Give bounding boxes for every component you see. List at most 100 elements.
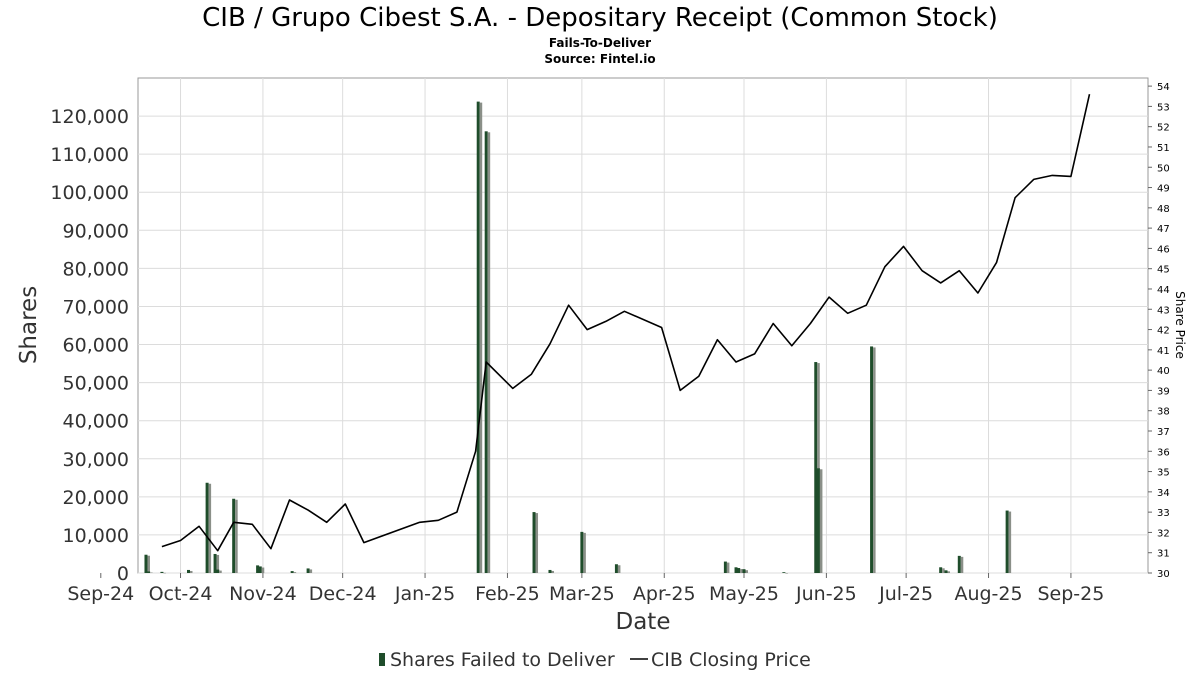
fails-bar-shade <box>785 573 788 574</box>
fails-bar <box>782 572 788 574</box>
fails-bar-shade <box>817 363 820 573</box>
y-tick-label: 110,000 <box>50 144 129 166</box>
fails-bar-front <box>734 567 738 573</box>
fails-bar-shade <box>1008 511 1012 573</box>
fails-bar <box>870 346 876 573</box>
y2-tick-label: 33 <box>1157 508 1170 519</box>
y2-tick-label: 32 <box>1157 528 1170 539</box>
fails-bar-front <box>258 566 262 573</box>
fails-bar <box>737 568 743 573</box>
y2-tick-label: 48 <box>1157 204 1170 215</box>
fails-bar <box>213 553 220 573</box>
fails-bar-front <box>256 565 260 573</box>
fails-bar-front <box>957 555 961 573</box>
fails-bar <box>306 568 313 573</box>
fails-bar-shade <box>745 570 748 573</box>
y-tick-label: 10,000 <box>63 525 129 547</box>
y-axis-label: Shares <box>16 286 42 364</box>
legend-line-label: CIB Closing Price <box>651 649 811 671</box>
fails-bar-front <box>160 571 164 573</box>
x-tick-label: Mar-25 <box>549 583 615 605</box>
line-layer <box>161 94 1091 552</box>
legend-bar-swatch <box>379 653 385 666</box>
fails-bar-shade <box>487 132 491 574</box>
y-tick-label: 0 <box>117 563 129 585</box>
fails-bar-front <box>290 571 294 573</box>
fails-bar-shade <box>235 499 238 573</box>
fails-bar-front <box>216 569 220 573</box>
fails-bar-shade <box>551 570 554 573</box>
y2-tick-label: 37 <box>1157 427 1170 438</box>
y2-tick-label: 45 <box>1157 265 1170 276</box>
fails-bar-shade <box>960 556 964 573</box>
y2-tick-label: 42 <box>1157 326 1170 337</box>
y2-tick-label: 54 <box>1157 82 1170 93</box>
fails-bar-shade <box>873 347 876 573</box>
fails-bar-shade <box>163 572 166 574</box>
fails-bar-shade <box>535 513 539 573</box>
fails-bar-front <box>870 346 874 573</box>
y-tick-label: 30,000 <box>63 449 129 471</box>
x-tick-label: Feb-25 <box>475 583 540 605</box>
fails-bar <box>290 571 297 573</box>
x-tick-label: Sep-24 <box>67 583 134 605</box>
fails-bar <box>144 554 150 573</box>
fails-bar-front <box>532 512 536 573</box>
fails-bar <box>216 569 222 573</box>
y-tick-label: 120,000 <box>50 106 129 128</box>
fails-bar-front <box>742 569 746 573</box>
y-tick-label: 20,000 <box>63 487 129 509</box>
legend-bar-label: Shares Failed to Deliver <box>390 649 615 671</box>
fails-bar <box>205 482 212 573</box>
y2-tick-label: 34 <box>1157 488 1170 499</box>
y2-tick-label: 52 <box>1157 123 1170 134</box>
y2-tick-label: 53 <box>1157 102 1170 113</box>
fails-bar-front <box>939 567 943 573</box>
y2-tick-label: 35 <box>1157 468 1170 479</box>
x-tick-label: Apr-25 <box>633 583 696 605</box>
fails-bar-shade <box>147 555 150 573</box>
y-tick-label: 90,000 <box>63 220 129 242</box>
fails-bar-front <box>205 482 209 573</box>
x-tick-label: Aug-25 <box>954 583 1022 605</box>
y2-axis-label: Share Price <box>1173 291 1187 359</box>
y2-tick-label: 47 <box>1157 224 1170 235</box>
fails-bar <box>160 571 166 574</box>
y-tick-label: 100,000 <box>50 182 129 204</box>
fails-bar-front <box>614 564 618 573</box>
y2-tick-label: 41 <box>1157 346 1170 357</box>
x-tick-label: Oct-24 <box>149 583 213 605</box>
fails-bar <box>532 512 539 573</box>
fails-bar-front <box>782 572 786 573</box>
fails-bar-shade <box>261 567 265 573</box>
y2-tick-label: 36 <box>1157 447 1170 458</box>
y2-tick-label: 38 <box>1157 407 1170 418</box>
x-tick-label: Sep-25 <box>1037 583 1104 605</box>
fails-bar-front <box>306 568 310 573</box>
fails-bar <box>580 531 586 573</box>
fails-bar-front <box>580 531 584 573</box>
y2-tick-label: 44 <box>1157 285 1170 296</box>
fails-bar-front <box>187 569 190 573</box>
y-tick-label: 40,000 <box>63 411 129 433</box>
fails-bar-shade <box>208 483 212 573</box>
fails-bar <box>232 498 238 573</box>
y-tick-label: 60,000 <box>63 335 129 357</box>
fails-bar-shade <box>726 562 730 573</box>
fails-bar-shade <box>293 572 297 573</box>
fails-bar <box>816 468 823 573</box>
x-axis-label: Date <box>616 609 671 635</box>
y2-tick-label: 50 <box>1157 163 1170 174</box>
y2-tick-label: 40 <box>1157 366 1170 377</box>
fails-bar-front <box>147 571 151 573</box>
fails-bar-shade <box>942 568 945 573</box>
y-tick-label: 70,000 <box>63 296 129 318</box>
fails-bar-front <box>548 569 552 573</box>
fails-bar-front <box>232 498 236 573</box>
fails-bar <box>723 561 730 573</box>
tick-layer: 0 10,000 20,000 30,000 40,000 50,000 60,000 70,… <box>50 82 1169 605</box>
chart-title: CIB / Grupo Cibest S.A. - Depositary Rec… <box>202 3 998 33</box>
x-tick-label: Nov-24 <box>229 583 297 605</box>
price-line <box>161 94 1091 552</box>
